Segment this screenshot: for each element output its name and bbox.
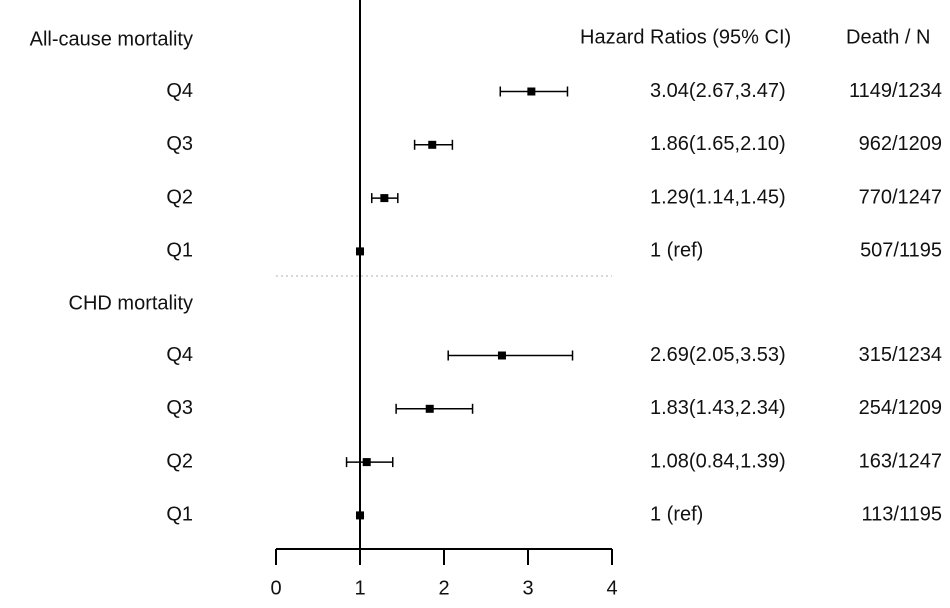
row-label: Q4 xyxy=(166,80,193,102)
point-estimate xyxy=(362,458,371,467)
value-label: 2.69(2.05,3.53) xyxy=(650,344,786,366)
point-estimate xyxy=(428,140,437,149)
row-label: Q2 xyxy=(166,186,193,208)
column-header: Death / N xyxy=(846,26,930,48)
row-label: Q3 xyxy=(166,397,193,419)
x-tick-label: 3 xyxy=(522,577,533,599)
x-tick-label: 1 xyxy=(354,577,365,599)
row-label: Q4 xyxy=(166,344,193,366)
death-n: 113/1195 xyxy=(862,504,942,526)
point-estimate xyxy=(356,247,364,256)
row-label: Q2 xyxy=(166,450,193,472)
death-n: 254/1209 xyxy=(859,397,942,419)
value-label: 1.83(1.43,2.34) xyxy=(650,397,786,419)
x-tick-label: 2 xyxy=(438,577,449,599)
column-header: Hazard Ratios (95% CI) xyxy=(580,26,791,48)
group-title: CHD mortality xyxy=(69,292,193,314)
death-n: 962/1209 xyxy=(859,133,942,155)
point-estimate xyxy=(527,87,536,96)
value-label: 1.29(1.14,1.45) xyxy=(650,186,786,208)
point-estimate xyxy=(425,404,434,413)
point-estimate xyxy=(356,511,364,520)
death-n: 770/1247 xyxy=(859,186,942,208)
value-label: 3.04(2.67,3.47) xyxy=(650,80,786,102)
x-tick-label: 4 xyxy=(606,577,617,599)
death-n: 1149/1234 xyxy=(849,80,942,102)
x-tick-label: 0 xyxy=(270,577,281,599)
value-label: 1.08(0.84,1.39) xyxy=(650,450,786,472)
group-title: All-cause mortality xyxy=(30,28,193,50)
point-estimate xyxy=(380,194,389,203)
row-label: Q1 xyxy=(166,240,193,262)
value-label: 1 (ref) xyxy=(650,504,703,526)
death-n: 315/1234 xyxy=(859,344,942,366)
point-estimate xyxy=(497,351,506,360)
death-n: 507/1195 xyxy=(860,240,942,262)
row-label: Q3 xyxy=(166,133,193,155)
value-label: 1.86(1.65,2.10) xyxy=(650,133,786,155)
value-label: 1 (ref) xyxy=(650,240,703,262)
death-n: 163/1247 xyxy=(859,450,942,472)
row-label: Q1 xyxy=(166,504,193,526)
